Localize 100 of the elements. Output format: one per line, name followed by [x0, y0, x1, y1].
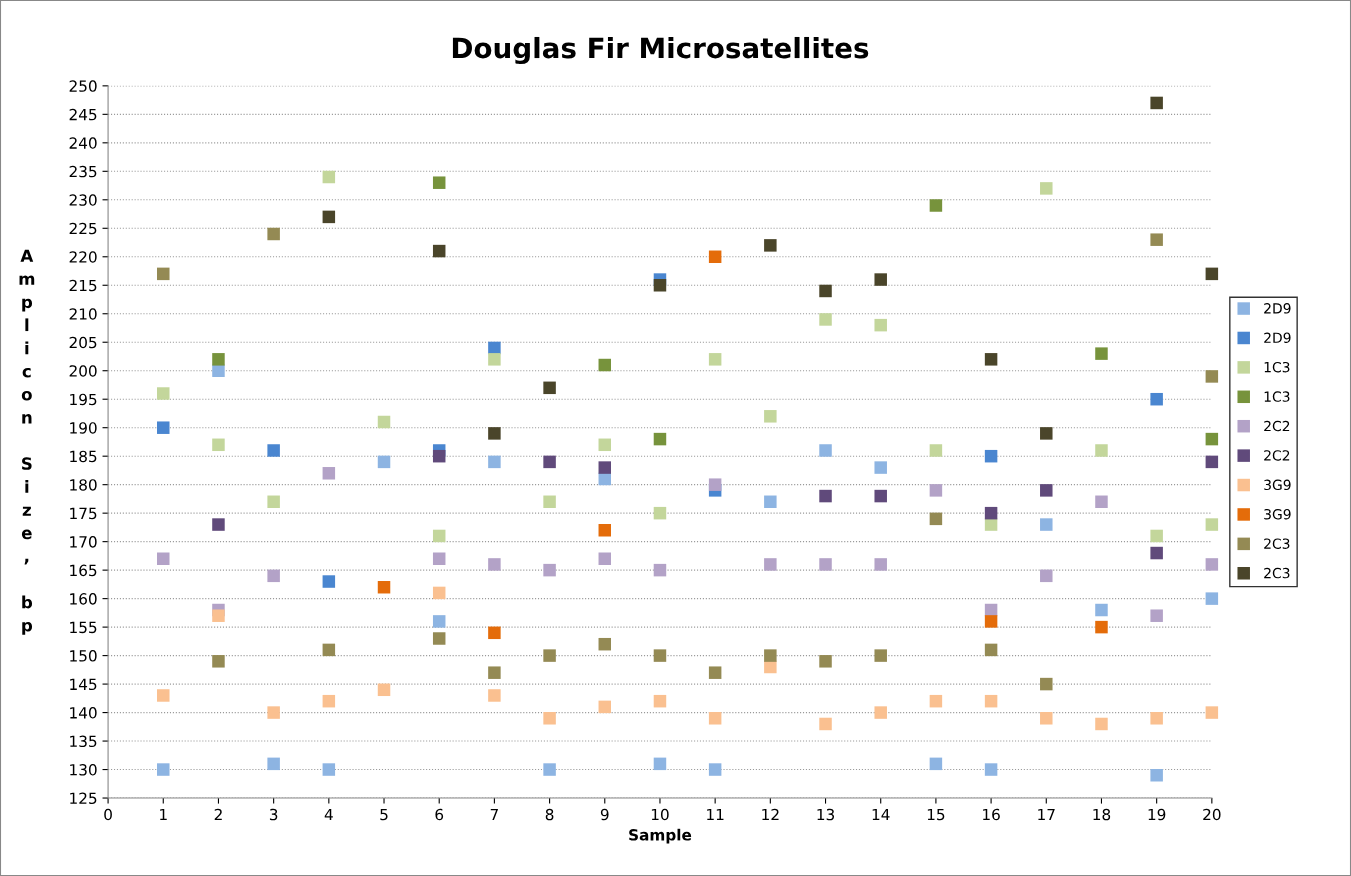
y-tick-label: 215: [69, 279, 97, 292]
y-tick-label: 125: [70, 792, 97, 805]
point: [267, 227, 280, 241]
point: [212, 518, 225, 531]
x-tick-label: 19: [1148, 808, 1166, 821]
legend-label: 3G9: [1264, 479, 1291, 491]
point: [1095, 603, 1108, 617]
point: [212, 353, 225, 366]
x-tick-label: 4: [324, 808, 333, 821]
point: [874, 273, 887, 286]
point: [984, 763, 998, 776]
text: Amplicon Size, bp: [19, 249, 35, 635]
point: [157, 421, 170, 434]
point: [874, 489, 887, 503]
point: [984, 353, 998, 366]
y-tick-label: 130: [70, 764, 97, 776]
legend-label: 3G9: [1264, 509, 1291, 520]
y-tick-label: 230: [69, 194, 97, 206]
point: [543, 563, 556, 577]
y-tick-label: 175: [70, 507, 97, 520]
point: [764, 410, 777, 423]
point: [432, 615, 446, 628]
point: [377, 683, 391, 697]
x-tick-label: 9: [600, 808, 609, 821]
point: [984, 694, 998, 708]
point: [708, 250, 722, 264]
point: [212, 438, 225, 452]
point: [1205, 267, 1219, 281]
legend-label: 2D9: [1264, 332, 1291, 344]
point: [488, 626, 501, 640]
point: [543, 495, 556, 509]
point: [1040, 427, 1053, 440]
y-tick-label: 155: [70, 621, 97, 634]
point: [432, 586, 446, 600]
point: [653, 279, 667, 292]
y-tick-label: 220: [69, 251, 97, 263]
point: [1150, 609, 1163, 622]
point: [322, 170, 336, 184]
point: [212, 609, 225, 622]
point: [488, 353, 501, 366]
y-tick-label: 245: [69, 108, 97, 121]
x-tick-label: 7: [490, 808, 498, 821]
point: [1205, 706, 1219, 719]
legend-label: 2C3: [1264, 567, 1290, 579]
chart-title: Douglas Fir Microsatellites: [452, 36, 869, 65]
point: [819, 717, 832, 731]
point: [1150, 529, 1163, 543]
point: [322, 694, 336, 708]
point: [929, 444, 943, 457]
point: [267, 706, 280, 719]
point: [708, 353, 722, 366]
point: [267, 495, 280, 509]
point: [764, 239, 777, 252]
point: [819, 489, 832, 503]
point: [377, 580, 391, 594]
point: [984, 518, 998, 531]
y-tick-label: 210: [69, 308, 97, 320]
point: [929, 512, 943, 526]
y-tick-label: 170: [70, 536, 97, 548]
y-tick-label: 205: [69, 336, 97, 349]
y-tick-label: 190: [70, 422, 97, 434]
point: [1150, 712, 1163, 725]
point: [322, 575, 336, 588]
point: [488, 689, 501, 702]
point: [432, 529, 446, 543]
point: [1150, 96, 1163, 110]
point: [157, 552, 170, 565]
point: [1040, 518, 1053, 531]
y-tick-label: 140: [70, 707, 97, 719]
x-tick-label: 16: [983, 808, 1000, 821]
point: [874, 461, 887, 474]
point: [157, 763, 170, 776]
point: [1095, 444, 1108, 457]
point: [488, 341, 501, 355]
point: [488, 455, 501, 469]
point: [1205, 592, 1219, 605]
x-tick-label: 20: [1203, 808, 1221, 821]
point: [1205, 518, 1219, 531]
point: [819, 558, 832, 571]
point: [1040, 677, 1053, 691]
point: [708, 666, 722, 679]
point: [598, 552, 612, 565]
point: [543, 455, 556, 469]
x-tick-label: 2: [214, 808, 222, 821]
x-tick-label: 12: [762, 808, 779, 821]
point: [377, 455, 391, 469]
point: [1040, 712, 1053, 725]
point: [1205, 558, 1219, 571]
point: [598, 461, 612, 474]
x-tick-label: 0: [104, 808, 112, 821]
point: [984, 615, 998, 628]
point: [543, 712, 556, 725]
point: [1205, 455, 1219, 469]
point: [819, 655, 832, 668]
point: [432, 244, 446, 258]
point: [984, 449, 998, 463]
y-tick-label: 200: [69, 365, 97, 377]
point: [543, 381, 556, 395]
y-tick-label: 150: [70, 650, 97, 662]
point: [653, 694, 667, 708]
